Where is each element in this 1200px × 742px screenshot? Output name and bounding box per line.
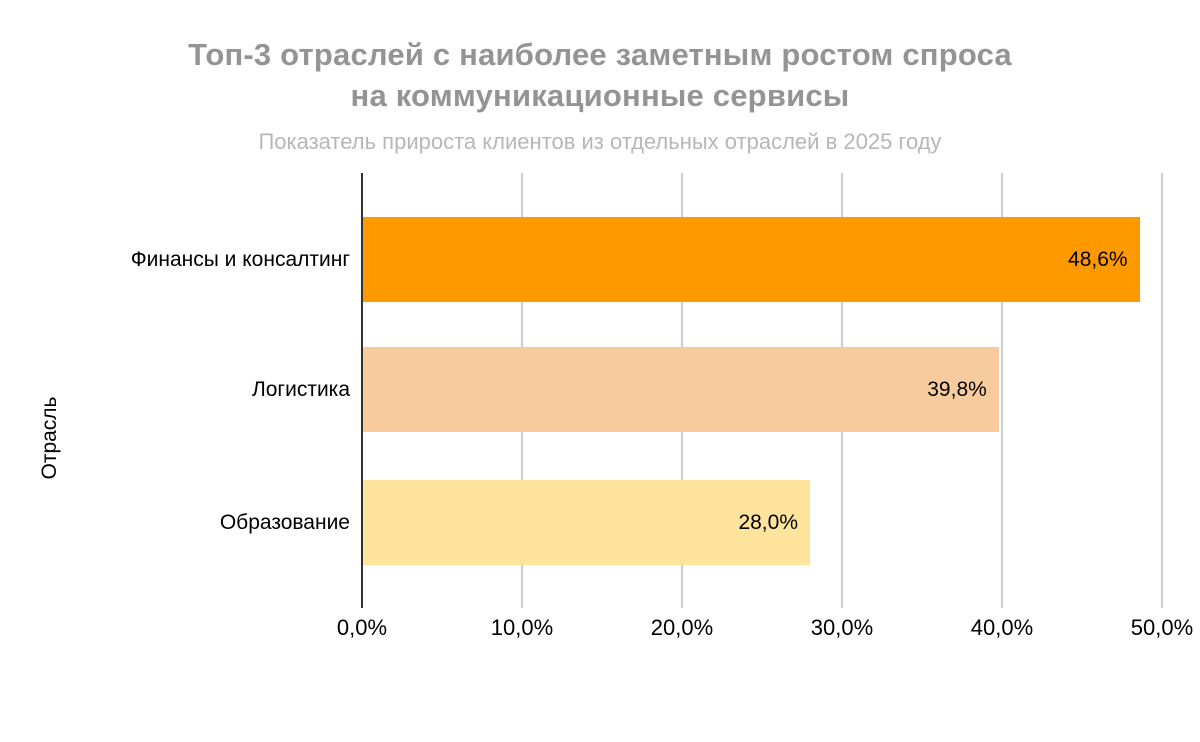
gridline xyxy=(1001,173,1003,608)
bar: 39,8% xyxy=(362,347,999,432)
bar-value-label: 28,0% xyxy=(738,511,798,534)
bar: 48,6% xyxy=(362,217,1140,302)
x-tick-label: 10,0% xyxy=(490,615,554,640)
category-label: Финансы и консалтинг xyxy=(130,248,350,271)
bar: 28,0% xyxy=(362,480,810,565)
category-label: Образование xyxy=(219,511,350,534)
x-tick-label: 50,0% xyxy=(1130,615,1194,640)
category-label: Логистика xyxy=(251,378,350,401)
bar-value-label: 39,8% xyxy=(927,378,987,401)
gridline xyxy=(1161,173,1163,608)
y-axis-line xyxy=(361,173,363,608)
chart-title-line-2: на коммуникационные сервисы xyxy=(350,78,850,113)
x-tick-label: 20,0% xyxy=(650,615,714,640)
x-tick-label: 0,0% xyxy=(336,615,388,640)
bar-value-label: 48,6% xyxy=(1068,248,1128,271)
x-tick-label: 40,0% xyxy=(970,615,1034,640)
plot-area: 48,6% 39,8% 28,0% xyxy=(361,173,1163,608)
chart-title: Топ-3 отраслей с наиболее заметным росто… xyxy=(0,34,1200,116)
chart-title-line-1: Топ-3 отраслей с наиболее заметным росто… xyxy=(188,37,1012,72)
x-tick-label: 30,0% xyxy=(810,615,874,640)
chart-subtitle: Показатель прироста клиентов из отдельны… xyxy=(258,129,942,154)
